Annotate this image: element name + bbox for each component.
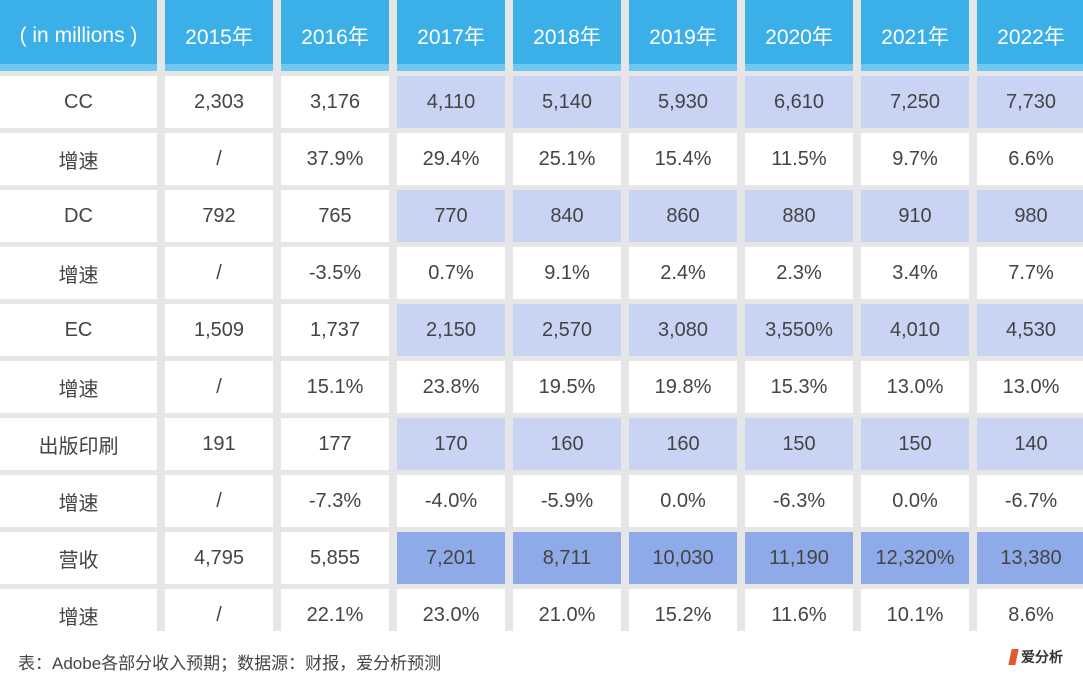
table-cell: 37.9% (281, 133, 389, 185)
row-label: DC (0, 190, 157, 242)
header-year: 2020年 (745, 0, 853, 71)
row-label: 增速 (0, 475, 157, 527)
forecast-cell: 860 (629, 190, 737, 242)
forecast-total-cell: 8,711 (513, 532, 621, 584)
table-cell: 25.1% (513, 133, 621, 185)
header-year: 2018年 (513, 0, 621, 71)
logo-mark-icon (1008, 649, 1019, 665)
table-cell: 13.0% (977, 361, 1083, 413)
forecast-cell: 3,080 (629, 304, 737, 356)
forecast-total-cell: 10,030 (629, 532, 737, 584)
table-cell: 2.3% (745, 247, 853, 299)
table-cell: 15.3% (745, 361, 853, 413)
forecast-cell: 2,150 (397, 304, 505, 356)
forecast-cell: 5,140 (513, 76, 621, 128)
row-label: 增速 (0, 361, 157, 413)
header-year: 2019年 (629, 0, 737, 71)
row-label: 增速 (0, 133, 157, 185)
table-cell: 191 (165, 418, 273, 470)
table-cell: / (165, 133, 273, 185)
row-label: 出版印刷 (0, 418, 157, 470)
table-caption: 表：Adobe各部分收入预期；数据源：财报，爱分析预测 (18, 654, 442, 673)
table-cell: -6.3% (745, 475, 853, 527)
table-cell: 5,855 (281, 532, 389, 584)
forecast-cell: 4,010 (861, 304, 969, 356)
table-cell: 19.5% (513, 361, 621, 413)
forecast-cell: 150 (861, 418, 969, 470)
table-cell: 1,509 (165, 304, 273, 356)
forecast-total-cell: 7,201 (397, 532, 505, 584)
table-cell: 15.4% (629, 133, 737, 185)
table-cell: 9.7% (861, 133, 969, 185)
forecast-cell: 840 (513, 190, 621, 242)
row-label: 增速 (0, 247, 157, 299)
table-cell: 13.0% (861, 361, 969, 413)
table-cell: 765 (281, 190, 389, 242)
table-cell: 15.1% (281, 361, 389, 413)
forecast-cell: 5,930 (629, 76, 737, 128)
table-cell: -5.9% (513, 475, 621, 527)
forecast-cell: 770 (397, 190, 505, 242)
forecast-cell: 170 (397, 418, 505, 470)
header-year: 2017年 (397, 0, 505, 71)
forecast-cell: 140 (977, 418, 1083, 470)
header-year: 2016年 (281, 0, 389, 71)
table-cell: / (165, 361, 273, 413)
forecast-cell: 7,730 (977, 76, 1083, 128)
table-cell: 23.8% (397, 361, 505, 413)
table-cell: 29.4% (397, 133, 505, 185)
forecast-cell: 880 (745, 190, 853, 242)
table-cell: 3.4% (861, 247, 969, 299)
header-year: 2021年 (861, 0, 969, 71)
forecast-cell: 980 (977, 190, 1083, 242)
forecast-cell: 2,570 (513, 304, 621, 356)
revenue-table: ( in millions ) 2015年 2016年 2017年 2018年 … (0, 0, 1083, 641)
table-cell: 7.7% (977, 247, 1083, 299)
row-label: 营收 (0, 532, 157, 584)
table-cell: -7.3% (281, 475, 389, 527)
table-cell: 11.5% (745, 133, 853, 185)
header-unit: ( in millions ) (0, 0, 157, 71)
table-cell: 792 (165, 190, 273, 242)
forecast-cell: 7,250 (861, 76, 969, 128)
forecast-total-cell: 13,380 (977, 532, 1083, 584)
forecast-cell: 4,110 (397, 76, 505, 128)
table-cell: 4,795 (165, 532, 273, 584)
row-label: CC (0, 76, 157, 128)
table-cell: 177 (281, 418, 389, 470)
table-cell: -3.5% (281, 247, 389, 299)
row-label: EC (0, 304, 157, 356)
forecast-cell: 6,610 (745, 76, 853, 128)
caption-bar: 表：Adobe各部分收入预期；数据源：财报，爱分析预测 爱分析 (0, 631, 1083, 686)
table-cell: 19.8% (629, 361, 737, 413)
forecast-cell: 3,550% (745, 304, 853, 356)
table-cell: 1,737 (281, 304, 389, 356)
table-cell: -4.0% (397, 475, 505, 527)
forecast-cell: 160 (629, 418, 737, 470)
table-cell: / (165, 475, 273, 527)
table-cell: 0.0% (861, 475, 969, 527)
forecast-cell: 160 (513, 418, 621, 470)
table-cell: / (165, 247, 273, 299)
header-year: 2022年 (977, 0, 1083, 71)
brand-logo: 爱分析 (1008, 647, 1063, 667)
forecast-cell: 4,530 (977, 304, 1083, 356)
table-cell: 3,176 (281, 76, 389, 128)
table-cell: 6.6% (977, 133, 1083, 185)
forecast-total-cell: 11,190 (745, 532, 853, 584)
forecast-total-cell: 12,320% (861, 532, 969, 584)
table-cell: 0.7% (397, 247, 505, 299)
table-cell: 2.4% (629, 247, 737, 299)
table-cell: 9.1% (513, 247, 621, 299)
logo-text: 爱分析 (1021, 649, 1063, 665)
forecast-cell: 910 (861, 190, 969, 242)
table-cell: 2,303 (165, 76, 273, 128)
forecast-cell: 150 (745, 418, 853, 470)
table-cell: 0.0% (629, 475, 737, 527)
table-cell: -6.7% (977, 475, 1083, 527)
header-year: 2015年 (165, 0, 273, 71)
